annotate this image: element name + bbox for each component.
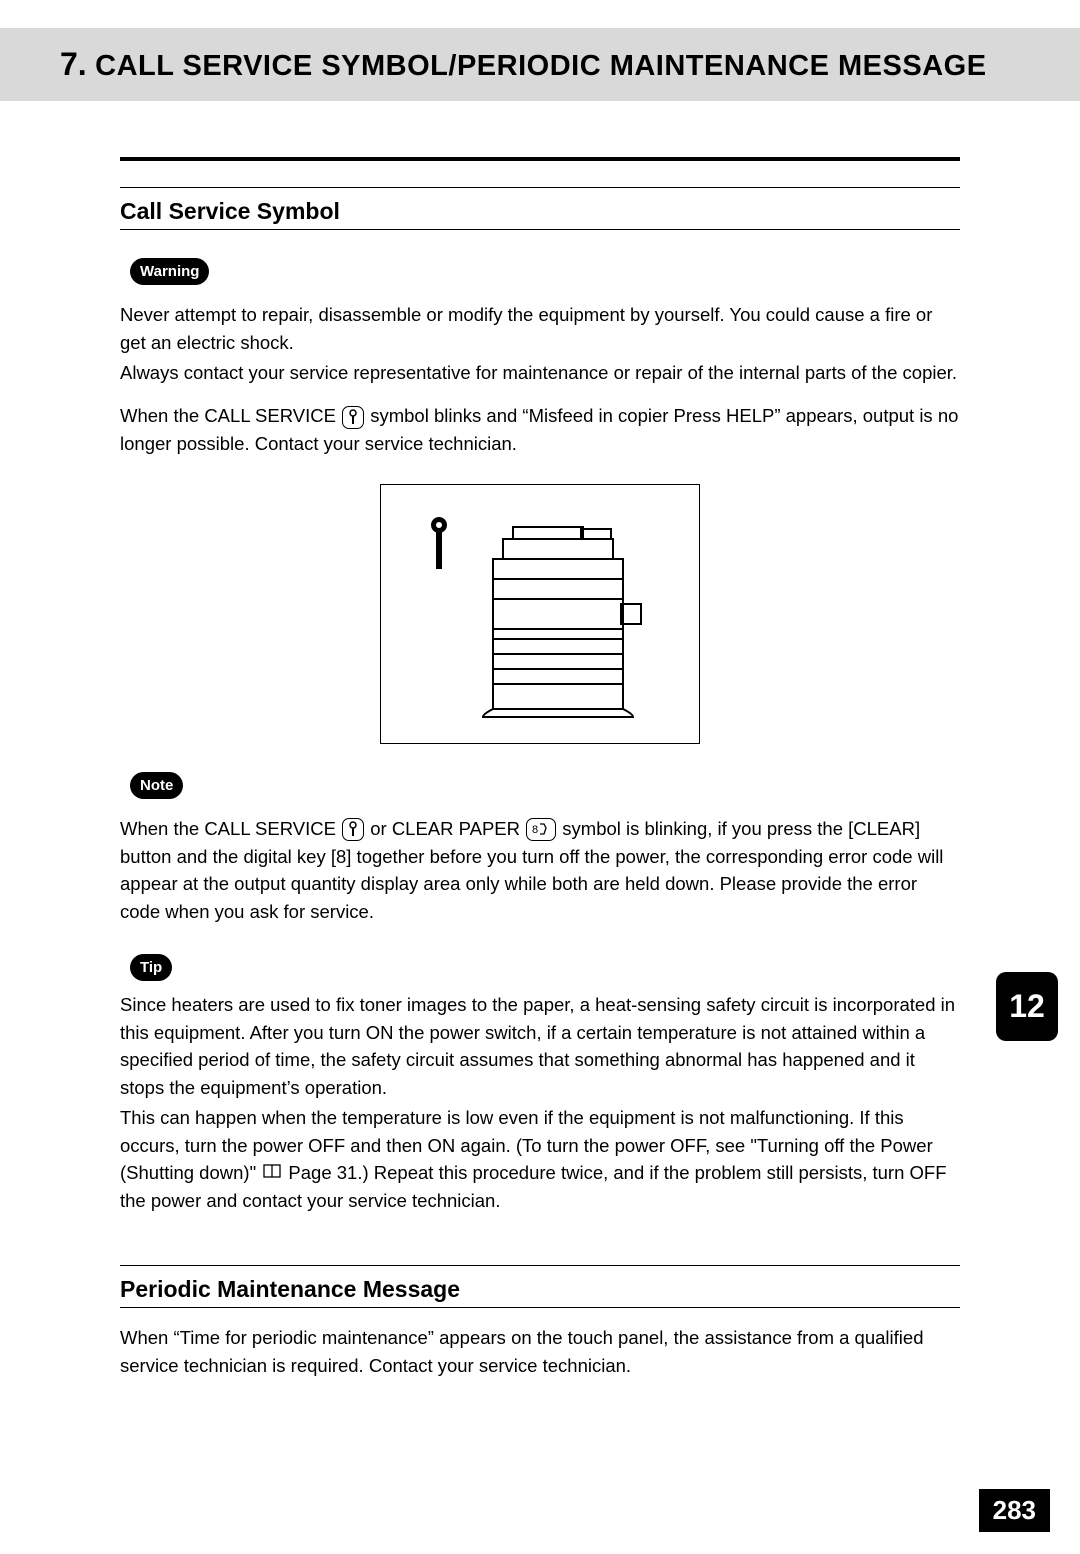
copier-illustration bbox=[473, 509, 653, 719]
clear-paper-icon: 8 bbox=[526, 818, 556, 841]
chapter-title: CALL SERVICE SYMBOL/PERIODIC MAINTENANCE… bbox=[95, 50, 986, 82]
chapter-number: 7. bbox=[60, 46, 87, 82]
page-content: Call Service Symbol Warning Never attemp… bbox=[0, 157, 1080, 1379]
figure-wrench-icon bbox=[427, 515, 451, 581]
copier-figure bbox=[380, 484, 700, 744]
book-icon bbox=[263, 1162, 281, 1186]
tip-badge: Tip bbox=[130, 954, 172, 981]
note-text-a: When the CALL SERVICE bbox=[120, 818, 341, 839]
note-text-b: or CLEAR PAPER bbox=[370, 818, 525, 839]
wrench-icon bbox=[342, 406, 364, 429]
tip-paragraph-2: This can happen when the temperature is … bbox=[120, 1104, 960, 1215]
warning-badge: Warning bbox=[130, 258, 209, 285]
svg-text:8: 8 bbox=[532, 824, 538, 836]
section-title-call-service: Call Service Symbol bbox=[120, 187, 960, 230]
periodic-paragraph: When “Time for periodic maintenance” app… bbox=[120, 1324, 960, 1380]
note-badge: Note bbox=[130, 772, 183, 799]
cs-text-a: When the CALL SERVICE bbox=[120, 405, 341, 426]
chapter-tab: 12 bbox=[996, 972, 1058, 1041]
tip-paragraph-1: Since heaters are used to fix toner imag… bbox=[120, 991, 960, 1102]
chapter-header: 7. CALL SERVICE SYMBOL/PERIODIC MAINTENA… bbox=[0, 28, 1080, 101]
wrench-icon bbox=[342, 818, 364, 841]
warning-paragraph-1: Never attempt to repair, disassemble or … bbox=[120, 301, 960, 357]
call-service-line: When the CALL SERVICE symbol blinks and … bbox=[120, 402, 960, 458]
top-rule bbox=[120, 157, 960, 161]
warning-paragraph-2: Always contact your service representati… bbox=[120, 359, 960, 387]
note-paragraph: When the CALL SERVICE or CLEAR PAPER 8 s… bbox=[120, 815, 960, 926]
section-title-periodic: Periodic Maintenance Message bbox=[120, 1266, 960, 1308]
